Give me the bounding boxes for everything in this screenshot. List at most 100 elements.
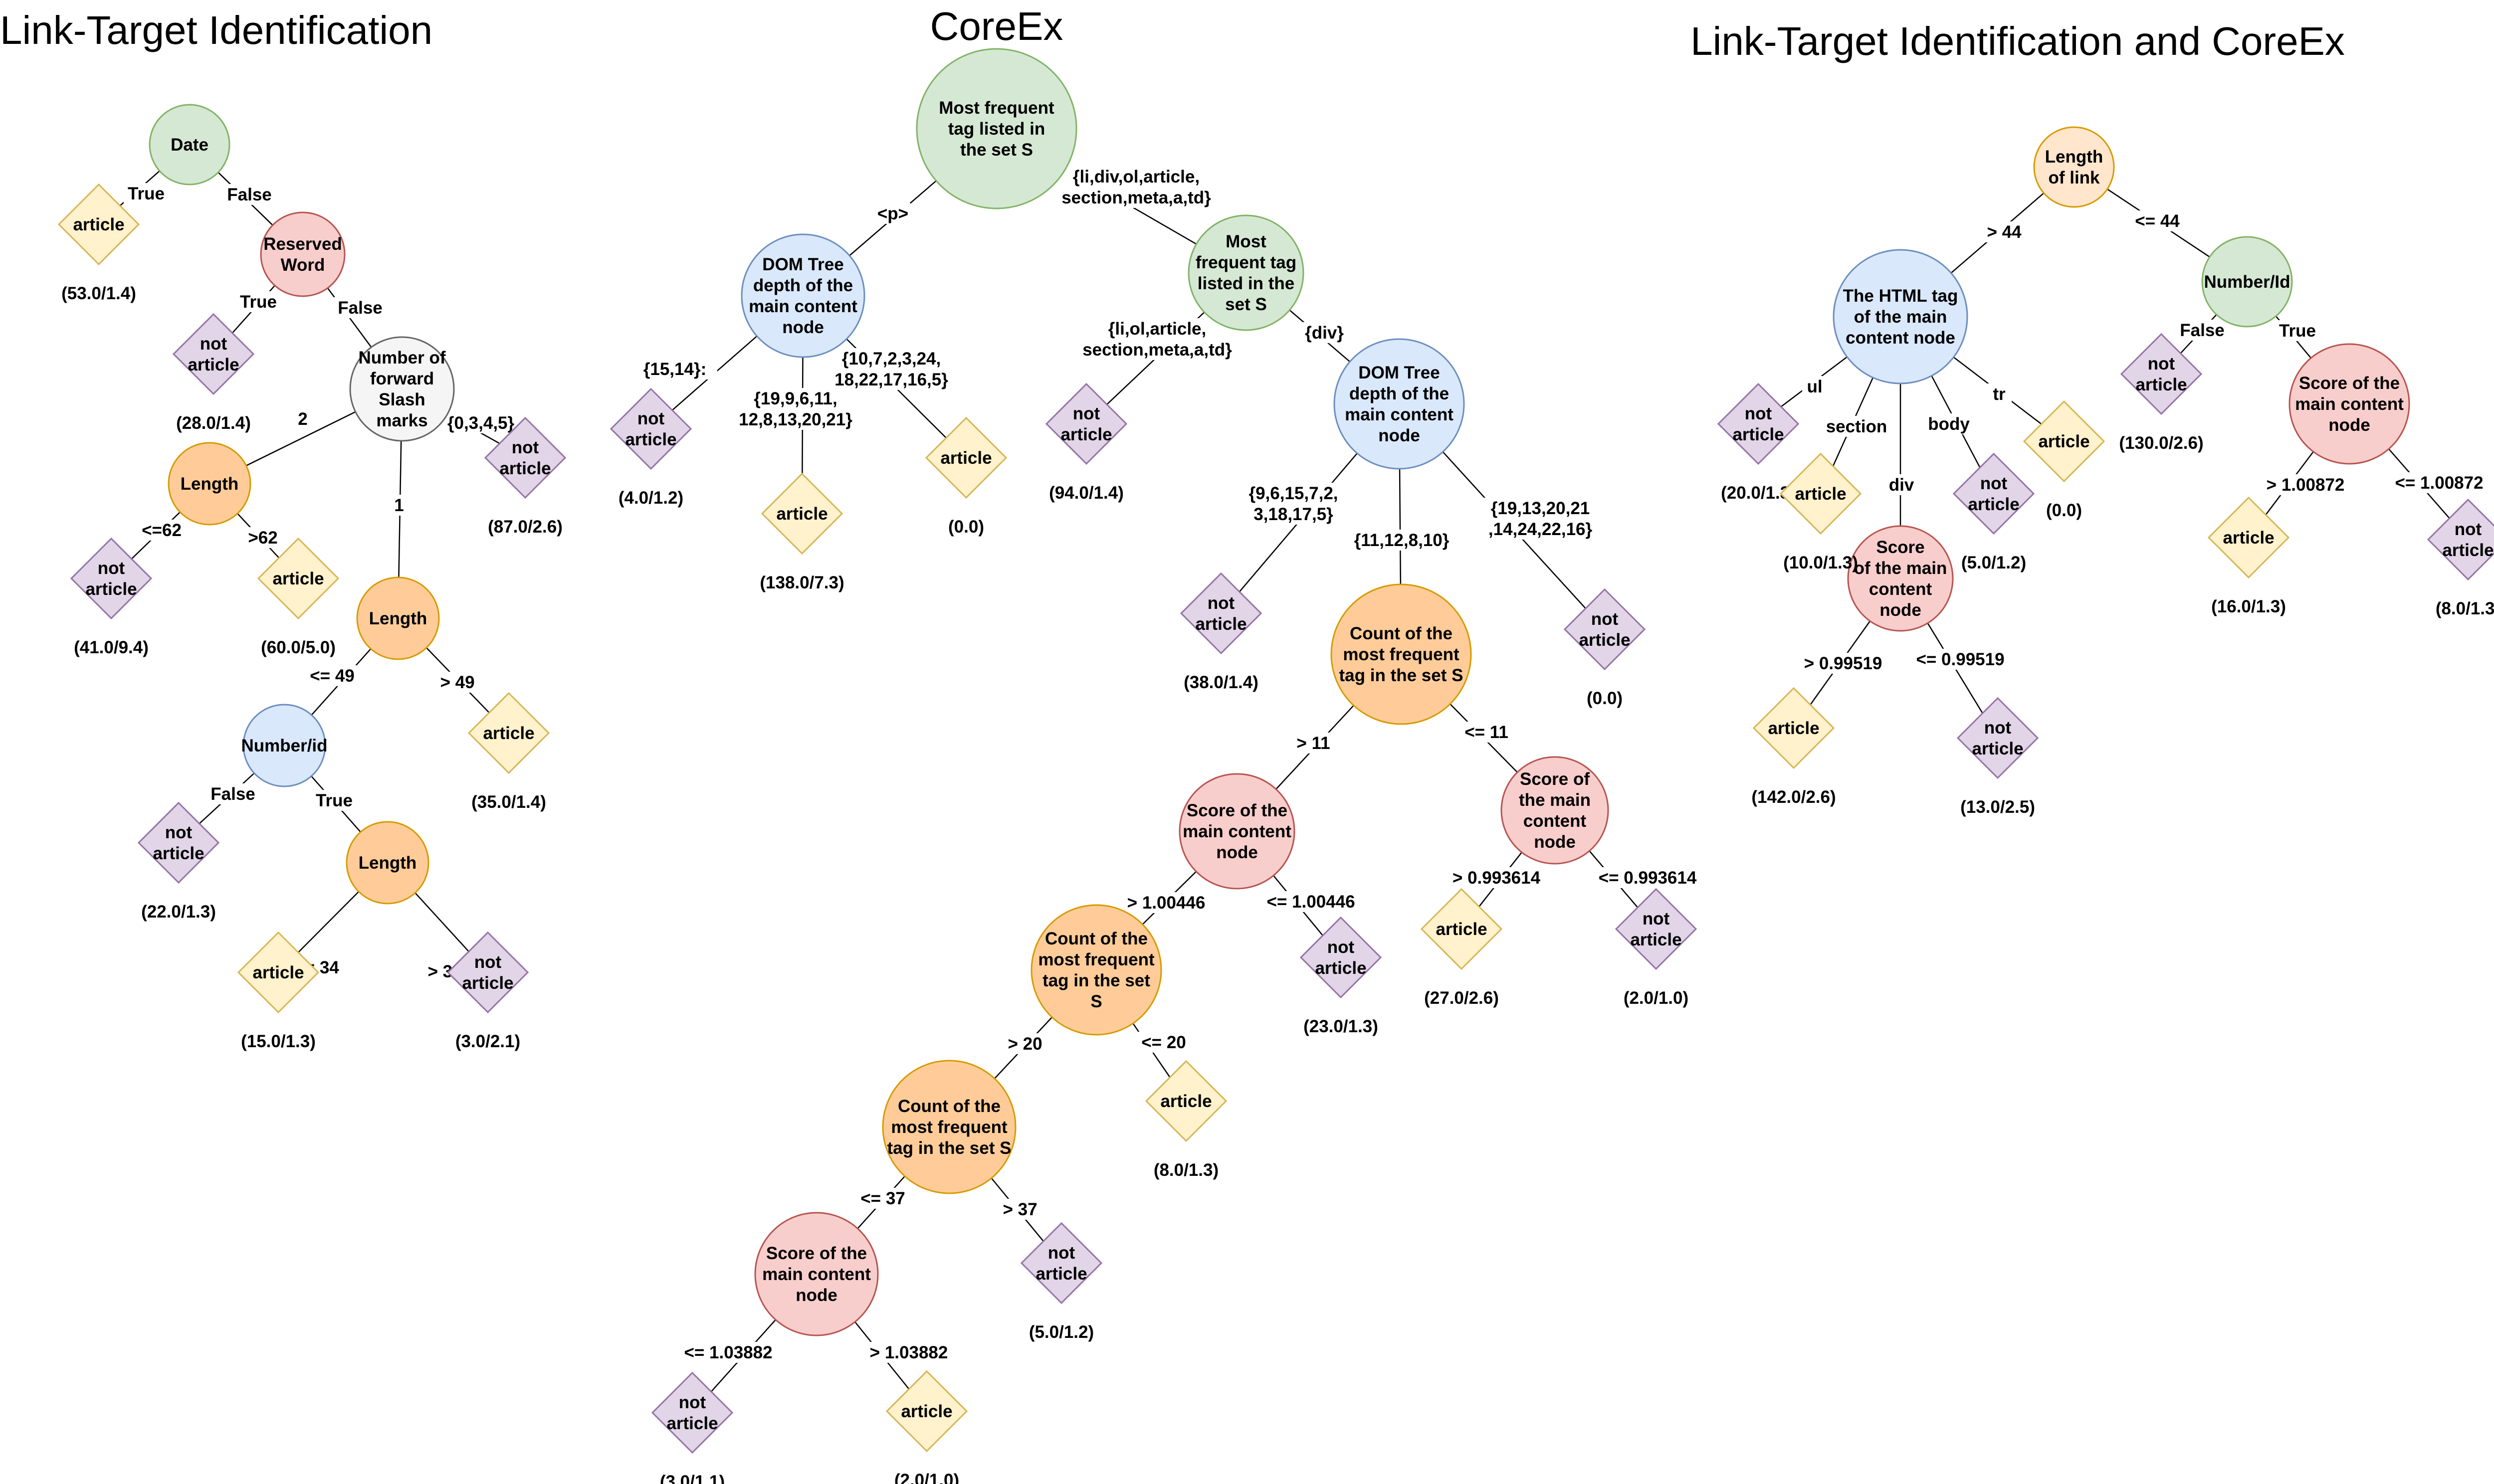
edge-label-group: <= 1.00446 [1258, 891, 1363, 912]
leaf-count-label: (8.0/1.3) [2436, 599, 2494, 618]
leaf-count-label: (28.0/1.4) [176, 413, 251, 433]
edge-label: section [1826, 417, 1887, 436]
decision-node-b_dom2: DOM Tree depth of the main content node [1333, 338, 1465, 470]
edge-label-group: {11,12,8,10} [1339, 530, 1464, 551]
edge-label: <= 0.993614 [1599, 868, 1697, 888]
leaf-node-b_l8: article (27.0/2.6) [1420, 888, 1503, 1008]
leaf-node-c_l3: not article (5.0/1.2) [1952, 452, 2035, 572]
edge-label-bg [1136, 1032, 1191, 1053]
edge-label-bg [1802, 376, 1827, 397]
edge-label-group: {15,14}: [632, 359, 717, 379]
title-link-target-identification: Link-Target Identification [0, 8, 432, 52]
edge-label-group: {19,9,6,11, 12,8,13,20,21} [723, 388, 868, 430]
edge-label: <= 37 [860, 1189, 905, 1208]
decision-node-circle [1031, 904, 1162, 1036]
edge-label-group: > 49 [435, 672, 480, 693]
edge-label-bg [295, 408, 310, 429]
edge-label: False [227, 185, 272, 204]
leaf-node-label: not article [1060, 404, 1112, 444]
leaf-node-a_l7: not article (22.0/1.3) [137, 801, 220, 922]
leaf-node-label: not article [666, 1393, 718, 1433]
edge-label-bg [1231, 483, 1356, 525]
leaf-node-label: not article [499, 438, 551, 478]
edge-label-group: > 0.99519 [1796, 653, 1890, 674]
decision-node-c_numid: Number/Id [2201, 236, 2293, 328]
leaf-node-label: article [1768, 719, 1819, 738]
edge-label-bg [222, 184, 277, 205]
decision-node-label: Length [369, 609, 427, 628]
edge-label: {19,9,6,11, 12,8,13,20,21} [739, 389, 852, 429]
edge-label: <= 1.00872 [2395, 473, 2483, 493]
decision-node-c_score1: Score of the main content node [1847, 525, 1954, 632]
edge-label-bg [206, 783, 260, 804]
decision-node-b_cnt1: Count of the most frequent tag in the set … [1330, 583, 1472, 725]
edge-label: <= 1.00446 [1266, 892, 1355, 912]
edge-label-bg [1039, 166, 1234, 208]
edge-label-group: <= 49 [305, 665, 360, 686]
edge-label-group: body [1926, 413, 1971, 434]
edge-label-group: <= 37 [855, 1188, 910, 1209]
not-article-leaf-diamond [1045, 382, 1128, 465]
edge-label-group: > 0.993614 [1444, 867, 1549, 888]
edge-label: <= 0.99519 [1916, 650, 2004, 669]
decision-node-label: Reserved Word [263, 234, 342, 275]
edge-label-group: <= 1.03882 [676, 1342, 781, 1363]
leaf-count-label: (53.0/1.4) [61, 284, 136, 303]
leaf-node-b_l4: not article (94.0/1.4) [1045, 382, 1128, 503]
decision-node-circle [916, 48, 1077, 209]
edge-label: {19,13,20,21,14,24,22,16} [1488, 499, 1593, 539]
leaf-node-b_l10: article (8.0/1.3) [1145, 1060, 1228, 1180]
leaf-count-label: (60.0/5.0) [261, 638, 336, 657]
leaf-node-b_l7: not article (23.0/1.3) [1299, 916, 1382, 1036]
edge-label-group: False [222, 184, 277, 205]
edge-label-group: > 37 [998, 1199, 1042, 1220]
edge-label-bg [1884, 474, 1919, 495]
leaf-node-b_l3: article (0.0) [925, 416, 1008, 537]
leaf-node-label: article [2223, 528, 2274, 548]
leaf-node-c_l6: not article (13.0/2.5) [1956, 697, 2039, 817]
leaf-count-label: (5.0/1.2) [1961, 553, 2026, 572]
not-article-leaf-diamond [1299, 916, 1382, 999]
edge-label: > 20 [1008, 1034, 1042, 1054]
edge-label-bg [305, 665, 360, 686]
edge-label: True [128, 184, 165, 203]
leaf-count-label: (3.0/2.1) [455, 1032, 520, 1051]
edge-a_len3-to-a_l8 [298, 883, 368, 953]
decision-node-circle [2288, 343, 2410, 465]
edge-label: <p> [877, 204, 908, 223]
edge-label-bg [819, 348, 964, 390]
edge-label-group: True [124, 183, 169, 204]
decision-node-label: Score of the main content node [1183, 801, 1291, 862]
article-leaf-diamond [1779, 452, 1862, 535]
decision-node-b_score2: Score of the main content node [1500, 756, 1609, 865]
decision-node-label: Count of the most frequent tag in the set … [1339, 624, 1463, 685]
leaf-node-b_l12: not article (3.0/1.1) [651, 1371, 734, 1484]
edge-label-group: True [312, 790, 357, 811]
edge-label-group: False [206, 783, 260, 804]
leaf-node-a_l4: not article (41.0/9.4) [70, 537, 153, 657]
not-article-leaf-diamond [1615, 888, 1697, 970]
decision-node-a_len2: Length [356, 576, 440, 660]
edge-label-bg [723, 388, 868, 430]
leaf-count-label: (130.0/2.6) [2119, 433, 2203, 453]
edge-label: {li,ol,article, section,meta,a,td} [1082, 319, 1232, 360]
edge-label-bg [312, 790, 357, 811]
not-article-leaf-diamond [651, 1371, 734, 1454]
edge-label: body [1928, 414, 1970, 434]
not-article-leaf-diamond [137, 801, 220, 884]
edge-label-group: True [2275, 320, 2320, 341]
edge-label: > 0.993614 [1453, 868, 1541, 888]
edge-label-group: > 1.03882 [861, 1342, 956, 1363]
not-article-leaf-diamond [1563, 588, 1646, 671]
edge-label: div [1889, 475, 1914, 495]
article-leaf-diamond [1420, 888, 1503, 970]
edge-label-group: > 11 [1291, 733, 1336, 753]
leaf-count-label: (27.0/2.6) [1424, 988, 1499, 1008]
edge-label-group: False [333, 297, 388, 318]
leaf-count-label: (8.0/1.3) [1154, 1160, 1219, 1180]
not-article-leaf-diamond [2427, 498, 2494, 581]
edge-label-group: >62 [245, 527, 280, 548]
leaf-node-c_l5: article (142.0/2.6) [1751, 687, 1836, 807]
edge-label-bg [1291, 733, 1336, 753]
edge-label-group: <= 1.00872 [2387, 472, 2492, 493]
